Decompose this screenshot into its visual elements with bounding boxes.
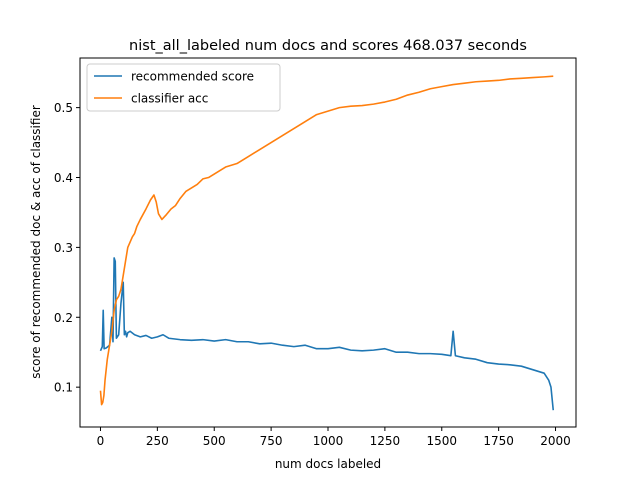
legend-label-recommended-score: recommended score xyxy=(131,70,254,84)
legend-label-classifier-acc: classifier acc xyxy=(131,92,208,106)
legend: recommended score classifier acc xyxy=(86,63,281,112)
y-axis-ticks: 0.1 0.2 0.3 0.4 0.5 xyxy=(54,101,80,395)
legend-box xyxy=(86,63,281,112)
series-line-classifier-acc xyxy=(99,75,554,406)
y-tick-label: 0.3 xyxy=(54,241,73,255)
x-tick-label: 750 xyxy=(260,434,283,448)
series-line-recommended-score xyxy=(99,257,555,411)
x-tick-label: 1000 xyxy=(313,434,344,448)
y-tick-label: 0.1 xyxy=(54,381,73,395)
x-tick-label: 1250 xyxy=(370,434,401,448)
x-axis-ticks: 0 250 500 750 1000 1250 1500 1750 2000 xyxy=(97,427,571,448)
y-tick-label: 0.5 xyxy=(54,101,73,115)
y-tick-label: 0.4 xyxy=(54,171,73,185)
x-axis-label: num docs labeled xyxy=(275,457,381,471)
y-tick-label: 0.2 xyxy=(54,311,73,325)
chart-title: nist_all_labeled num docs and scores 468… xyxy=(129,38,527,54)
y-axis-label: score of recommended doc & acc of classi… xyxy=(29,105,43,379)
x-tick-label: 500 xyxy=(203,434,226,448)
x-tick-label: 1500 xyxy=(426,434,457,448)
x-tick-label: 2000 xyxy=(540,434,571,448)
x-tick-label: 250 xyxy=(146,434,169,448)
x-tick-label: 1750 xyxy=(483,434,514,448)
x-tick-label: 0 xyxy=(97,434,105,448)
series-layer xyxy=(99,75,555,411)
